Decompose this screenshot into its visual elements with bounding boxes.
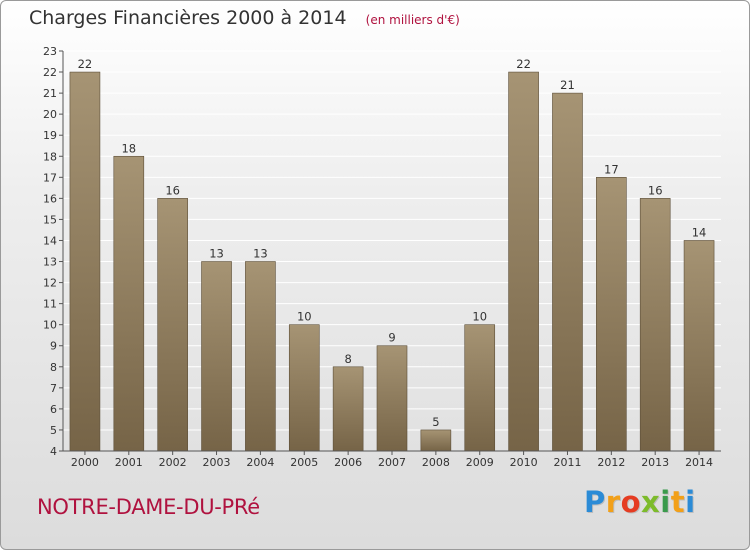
y-tick-label: 11 bbox=[43, 298, 57, 311]
bar-2003 bbox=[201, 261, 232, 452]
y-tick-label: 23 bbox=[43, 45, 57, 58]
x-tick-label-2006: 2006 bbox=[334, 456, 362, 469]
y-tick-label: 8 bbox=[50, 361, 57, 374]
value-label-2010: 22 bbox=[516, 57, 531, 71]
bar-2012 bbox=[596, 177, 627, 452]
x-tick-label-2001: 2001 bbox=[115, 456, 143, 469]
y-tick-label: 7 bbox=[50, 382, 57, 395]
value-label-2000: 22 bbox=[78, 57, 93, 71]
y-tick-label: 15 bbox=[43, 213, 57, 226]
y-tick-label: 19 bbox=[43, 129, 57, 142]
bar-2004 bbox=[245, 261, 276, 452]
value-label-2005: 10 bbox=[297, 310, 312, 324]
x-tick-label-2003: 2003 bbox=[203, 456, 231, 469]
bar-2002 bbox=[157, 198, 188, 452]
y-tick-label: 22 bbox=[43, 66, 57, 79]
chart-unit: (en milliers d'€) bbox=[365, 13, 460, 27]
value-label-2006: 8 bbox=[344, 352, 351, 366]
y-tick-label: 17 bbox=[43, 171, 57, 184]
x-tick-label-2013: 2013 bbox=[641, 456, 669, 469]
y-tick-label: 5 bbox=[50, 424, 57, 437]
bar-2014 bbox=[683, 240, 715, 452]
y-tick-label: 16 bbox=[43, 192, 57, 205]
bar-2011 bbox=[552, 92, 583, 452]
x-tick-label-2005: 2005 bbox=[290, 456, 318, 469]
y-tick-label: 21 bbox=[43, 87, 57, 100]
x-tick-label-2002: 2002 bbox=[159, 456, 187, 469]
value-label-2012: 17 bbox=[604, 162, 619, 176]
x-tick-label-2009: 2009 bbox=[466, 456, 494, 469]
value-label-2007: 9 bbox=[388, 331, 395, 345]
value-label-2008: 5 bbox=[432, 415, 439, 429]
y-tick-label: 13 bbox=[43, 256, 57, 269]
bar-2008 bbox=[420, 429, 452, 452]
bar-2006 bbox=[332, 366, 364, 452]
bar-2009 bbox=[464, 324, 496, 452]
bar-2007 bbox=[376, 345, 408, 452]
y-tick-label: 4 bbox=[50, 445, 57, 458]
value-label-2002: 16 bbox=[165, 183, 180, 197]
value-label-2011: 21 bbox=[560, 78, 575, 92]
x-tick-label-2004: 2004 bbox=[246, 456, 274, 469]
y-tick-label: 20 bbox=[43, 108, 57, 121]
bar-2013 bbox=[639, 198, 671, 452]
value-label-2004: 13 bbox=[253, 247, 268, 261]
x-tick-label-2012: 2012 bbox=[597, 456, 625, 469]
value-label-2014: 14 bbox=[692, 225, 707, 239]
x-tick-label-2007: 2007 bbox=[378, 456, 406, 469]
value-label-2001: 18 bbox=[121, 141, 136, 155]
y-tick-label: 14 bbox=[43, 234, 57, 247]
x-tick-label-2014: 2014 bbox=[685, 456, 713, 469]
value-label-2003: 13 bbox=[209, 247, 224, 261]
y-tick-label: 6 bbox=[50, 403, 57, 416]
commune-name: NOTRE-DAME-DU-PRé bbox=[37, 495, 260, 519]
chart-title: Charges Financières 2000 à 2014 bbox=[29, 7, 347, 29]
bar-2010 bbox=[508, 71, 539, 452]
value-label-2009: 10 bbox=[472, 310, 487, 324]
y-tick-label: 9 bbox=[50, 340, 57, 353]
y-tick-label: 12 bbox=[43, 277, 57, 290]
bar-2000 bbox=[69, 71, 101, 452]
value-label-2013: 16 bbox=[648, 183, 663, 197]
proxiti-logo: Proxiti bbox=[584, 485, 696, 519]
x-tick-label-2010: 2010 bbox=[510, 456, 538, 469]
x-tick-label-2000: 2000 bbox=[71, 456, 99, 469]
bar-2005 bbox=[288, 324, 320, 452]
x-tick-label-2008: 2008 bbox=[422, 456, 450, 469]
bar-2001 bbox=[113, 155, 145, 452]
axis-layer: 4 5 6 7 8 9 10 11 12 13 14 15 16 17 18 19 20 21 22 23 2000 20… bbox=[43, 45, 721, 469]
y-tick-label: 18 bbox=[43, 150, 57, 163]
x-tick-label-2011: 2011 bbox=[553, 456, 581, 469]
bar-layer: 22 18 16 13 13 10 8 9 5 10 22 21 17 16 14 bbox=[69, 57, 715, 452]
title-row: Charges Financières 2000 à 2014 (en mill… bbox=[29, 7, 460, 29]
y-tick-label: 10 bbox=[43, 319, 57, 332]
